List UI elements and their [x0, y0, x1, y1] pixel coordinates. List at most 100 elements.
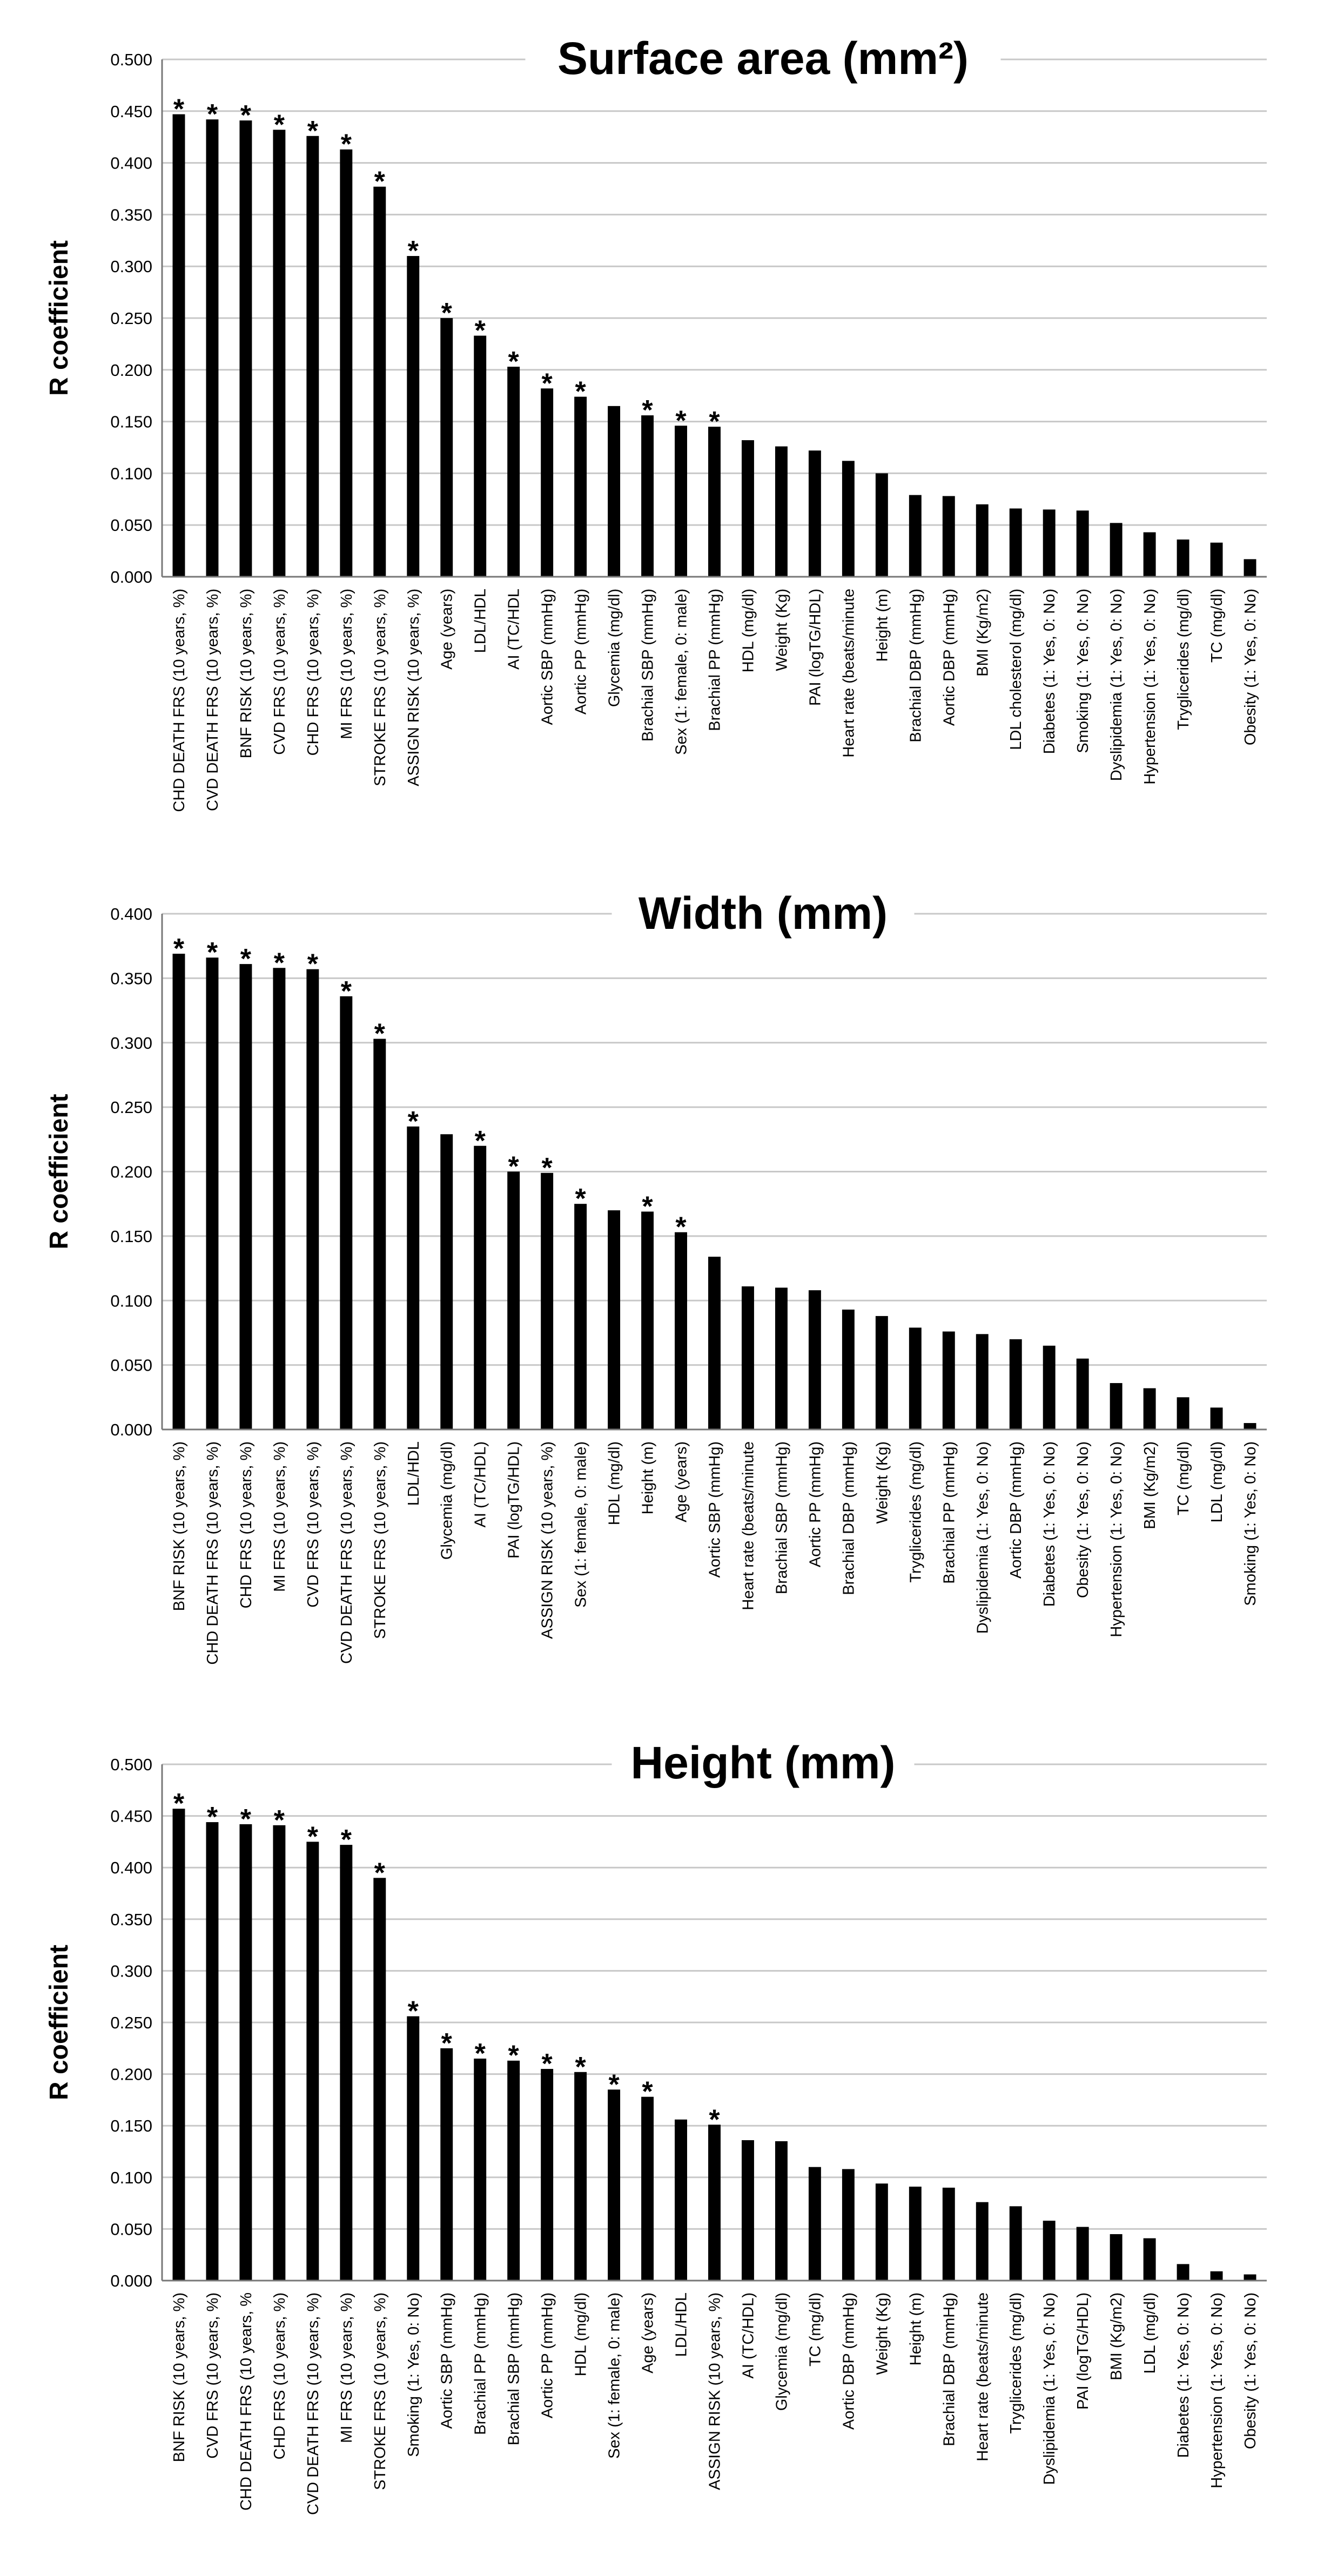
height-mm-bar [273, 1825, 286, 2281]
surface-area-significance-star: * [173, 94, 185, 125]
height-mm-y-tick-label: 0.150 [110, 2116, 152, 2135]
height-mm-bar [306, 1842, 319, 2281]
height-mm-bar [407, 2016, 420, 2281]
height-mm-category-label: CHD DEATH FRS (10 years, % [238, 2292, 255, 2511]
surface-area-bar [172, 114, 185, 577]
height-mm-bar [608, 2089, 621, 2281]
surface-area-y-tick-label: 0.100 [110, 464, 152, 483]
surface-area-y-tick-label: 0.000 [110, 568, 152, 586]
surface-area-category-label: MI FRS (10 years, %) [338, 589, 355, 739]
width-mm-bar [909, 1327, 922, 1429]
surface-area-bar [808, 450, 821, 577]
width-y-ticks: 0.000 0.050 0.100 0.150 0.200 0.250 0.300 0.350… [110, 905, 152, 1439]
surface-area-bar [440, 318, 453, 577]
surface-area-category-label: Heart rate (beats/minute [840, 589, 857, 758]
width-mm-category-label: CHD FRS (10 years, %) [238, 1441, 255, 1608]
height-mm-significance-star: * [608, 2069, 620, 2100]
height-mm-significance-star: * [408, 1996, 419, 2027]
width-mm-category-label: Diabetes (1: Yes, 0: No) [1041, 1441, 1058, 1607]
surface-area-significance-star: * [575, 376, 586, 408]
width-mm-bar [507, 1171, 520, 1429]
height-mm-category-label: LDL (mg/dl) [1141, 2292, 1159, 2373]
surface-area-category-label: Aortic DBP (mmHg) [940, 589, 958, 726]
surface-area-bar [507, 367, 520, 577]
height-mm-category-label: Brachial PP (mmHg) [472, 2292, 489, 2435]
height-mm-bar [641, 2096, 654, 2281]
surface-area-significance-star: * [307, 116, 319, 147]
width-mm-y-tick-label: 0.250 [110, 1098, 152, 1117]
width-mm-significance-star: * [173, 933, 185, 965]
width-chart: 0.000 0.050 0.100 0.150 0.200 0.250 0.300 0.350… [45, 886, 1267, 1665]
surface-area-category-label: LDL/HDL [472, 589, 489, 653]
height-mm-bar [1244, 2274, 1256, 2281]
surface-area-category-label: BNF RISK (10 years, %) [238, 589, 255, 758]
height-mm-significance-star: * [642, 2076, 653, 2108]
surface-area-y-tick-label: 0.400 [110, 154, 152, 173]
surface-area-bar [239, 120, 252, 577]
height-mm-bar [976, 2202, 989, 2281]
height-mm-y-tick-label: 0.500 [110, 1755, 152, 1774]
height-mm-category-label: Brachial SBP (mmHg) [506, 2292, 523, 2445]
width-bars [172, 954, 1256, 1429]
surface-area-category-label: CHD DEATH FRS (10 years, %) [171, 589, 188, 812]
width-mm-significance-star: * [307, 949, 319, 980]
width-mm-bar [808, 1290, 821, 1429]
width-mm-bar [976, 1334, 989, 1429]
surface-area-y-tick-label: 0.200 [110, 361, 152, 380]
height-mm-category-label: TC (mg/dl) [807, 2292, 824, 2366]
width-mm-bar [239, 964, 252, 1429]
surface-area-category-label: LDL cholesterol (mg/dl) [1007, 589, 1025, 750]
surface-area-title-background [525, 31, 1001, 87]
width-mm-category-label: Heart rate (beats/minute [740, 1441, 757, 1610]
surface-area-category-label: Sex (1: female, 0: male) [673, 589, 690, 755]
width-mm-category-label: Obesity (1: Yes, 0: No) [1074, 1441, 1092, 1598]
height-mm-significance-star: * [240, 1804, 252, 1835]
width-mm-bar [675, 1232, 687, 1429]
width-mm-bar [541, 1172, 554, 1429]
height-title: Height (mm) [631, 1737, 896, 1788]
surface-area-category-labels: CHD DEATH FRS (10 years, %) CVD DEATH FRS… [171, 589, 1259, 812]
width-mm-significance-star: * [408, 1106, 419, 1137]
surface-area-category-label: PAI (logTG/HDL) [807, 589, 824, 706]
width-mm-category-label: BNF RISK (10 years, %) [171, 1441, 188, 1611]
height-mm-y-tick-label: 0.450 [110, 1807, 152, 1826]
surface-area-significance-star: * [240, 100, 252, 131]
height-mm-bar [1009, 2206, 1022, 2281]
surface-area-bar [1210, 542, 1223, 577]
height-mm-bar [675, 2119, 687, 2281]
width-mm-bar [474, 1145, 487, 1429]
width-mm-significance-star: * [508, 1151, 520, 1183]
height-mm-significance-star: * [341, 1824, 352, 1856]
surface-area-bar [574, 396, 587, 577]
height-mm-bar [541, 2069, 554, 2281]
height-mm-category-label: BNF RISK (10 years, %) [171, 2292, 188, 2462]
width-mm-category-label: Glycemia (mg/dl) [439, 1441, 456, 1560]
surface-area-significance-star: * [207, 99, 218, 130]
surface-area-y-tick-label: 0.050 [110, 516, 152, 535]
width-mm-bar [306, 969, 319, 1429]
surface-area-category-label: AI (TC/HDL [506, 589, 523, 670]
surface-area-bar [474, 335, 487, 577]
surface-area-bar [1110, 523, 1123, 577]
height-mm-bar [440, 2048, 453, 2281]
height-mm-significance-star: * [307, 1821, 319, 1852]
width-mm-bar [708, 1257, 721, 1429]
surface-area-significance-star: * [475, 315, 486, 347]
height-y-ticks: 0.000 0.050 0.100 0.150 0.200 0.250 0.300 0.350… [110, 1755, 152, 2290]
width-mm-bar [1076, 1358, 1089, 1429]
height-mm-bar [373, 1878, 386, 2281]
height-mm-significance-star: * [575, 2052, 586, 2083]
height-mm-significance-star: * [542, 2048, 553, 2080]
surface-area-category-label: TC (mg/dl) [1208, 589, 1226, 663]
width-mm-category-label: Dyslipidemia (1: Yes, 0: No) [974, 1441, 991, 1634]
surface-area-bar [942, 496, 955, 577]
surface-area-chart: 0.000 0.050 0.100 0.150 0.200 0.250 0.300 0.350… [45, 31, 1267, 812]
width-mm-y-tick-label: 0.200 [110, 1163, 152, 1182]
height-mm-category-label: AI (TC/HDL) [740, 2292, 757, 2379]
height-mm-category-label: HDL (mg/dl) [573, 2292, 590, 2376]
height-mm-category-label: Diabetes (1: Yes, 0: No) [1175, 2292, 1192, 2458]
width-mm-category-label: Tryglicerides (mg/dl) [907, 1441, 924, 1583]
surface-area-significance-star: * [374, 166, 386, 198]
height-mm-bar [574, 2072, 587, 2281]
